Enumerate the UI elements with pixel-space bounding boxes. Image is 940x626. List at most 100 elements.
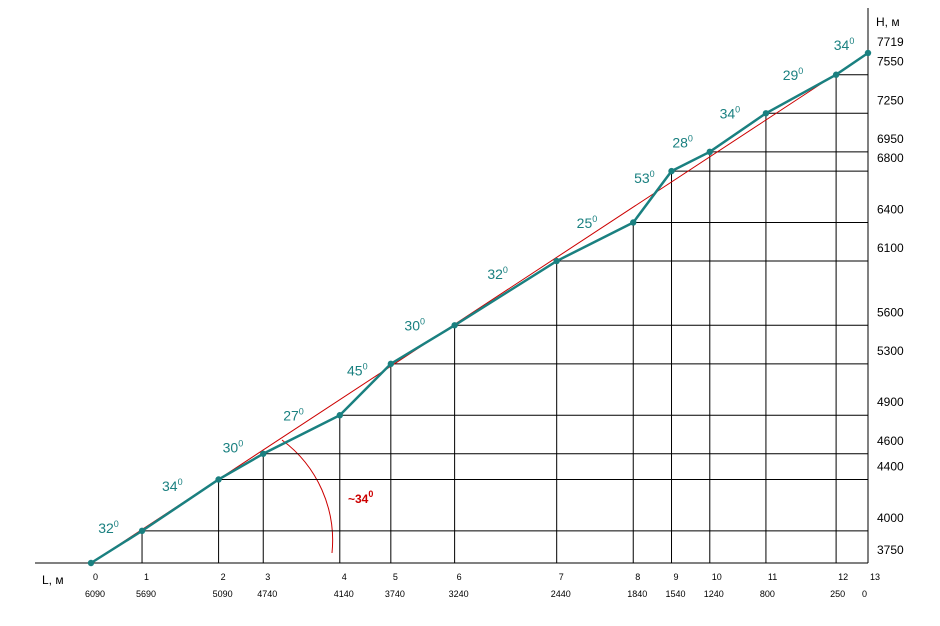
x-tick-label: 1540: [666, 589, 686, 599]
x-tick-label: 800: [760, 589, 775, 599]
y-tick-label: 7550: [877, 55, 904, 69]
angle-arc: [281, 439, 334, 554]
x-tick-label: 6090: [85, 589, 105, 599]
x-tick-label: 3240: [449, 589, 469, 599]
angle-degree: 0: [503, 265, 508, 275]
angle-value: 53: [634, 170, 650, 186]
average-angle-degree: 0: [368, 489, 373, 499]
point-index-label: 4: [342, 572, 347, 582]
x-tick-label: 5690: [136, 589, 156, 599]
angle-degree: 0: [735, 105, 740, 115]
angle-degree: 0: [363, 362, 368, 372]
angle-degree: 0: [650, 169, 655, 179]
profile-point: [864, 49, 872, 57]
slope-angle-label: 280: [672, 133, 693, 150]
angle-value: 30: [404, 318, 420, 334]
angle-value: 29: [783, 67, 799, 83]
slope-angle-label: 450: [347, 362, 368, 379]
y-tick-label: 6400: [877, 202, 904, 216]
profile-point: [215, 476, 222, 483]
y-tick-label: 4400: [877, 459, 904, 473]
x-axis-label: L, м: [42, 573, 64, 587]
profile-point: [553, 257, 560, 265]
slope-angle-label: 340: [720, 105, 741, 122]
angle-value: 34: [162, 478, 178, 494]
angle-degree: 0: [114, 519, 119, 529]
x-tick-label: 4140: [334, 589, 354, 599]
angle-value: 28: [672, 134, 688, 150]
profile-point: [451, 322, 458, 329]
slope-angle-label: 530: [634, 169, 655, 186]
angle-value: 25: [577, 215, 593, 231]
angle-value: 30: [223, 440, 239, 456]
profile-line: [90, 51, 869, 565]
angle-degree: 0: [849, 36, 854, 46]
angle-degree: 0: [178, 477, 183, 487]
y-tick-label: 5600: [877, 305, 904, 319]
y-tick-label: 4900: [877, 395, 904, 409]
slope-angle-label: 340: [162, 477, 183, 494]
angle-degree: 0: [798, 66, 803, 76]
slope-angle-label: 340: [834, 36, 855, 53]
point-index-label: 7: [559, 572, 564, 582]
profile-point: [387, 360, 395, 368]
profile-point: [138, 527, 146, 535]
slope-angle-label: 320: [98, 519, 119, 536]
slope-angle-label: 270: [283, 407, 304, 424]
angle-degree: 0: [299, 407, 304, 417]
point-index-label: 9: [674, 572, 679, 582]
angle-value: 32: [98, 520, 114, 536]
angle-degree: 0: [420, 317, 425, 327]
angle-value: 45: [347, 363, 363, 379]
x-tick-label: 0: [862, 589, 867, 599]
average-angle-value: ~34: [348, 492, 369, 506]
y-tick-label: 4000: [877, 511, 904, 525]
x-tick-label: 2440: [551, 589, 571, 599]
slope-angle-label: 250: [577, 214, 598, 231]
y-axis-label: H, м: [876, 15, 900, 29]
profile-point: [832, 71, 840, 78]
y-tick-label: 6100: [877, 241, 904, 255]
profile-point: [87, 559, 95, 567]
profile-point: [336, 412, 343, 419]
profile-point: [630, 219, 637, 226]
angle-degree: 0: [238, 439, 243, 449]
angle-degree: 0: [688, 133, 693, 143]
profile-point: [762, 110, 770, 117]
point-index-label: 6: [457, 572, 462, 582]
angle-degree: 0: [592, 214, 597, 224]
x-tick-label: 5090: [213, 589, 233, 599]
y-tick-label: 3750: [877, 543, 904, 557]
point-index-label: 2: [221, 572, 226, 582]
point-index-label: 3: [265, 572, 270, 582]
angle-value: 27: [283, 408, 299, 424]
profile-point: [668, 167, 675, 175]
point-index-label: 8: [635, 572, 640, 582]
slope-angle-label: 300: [223, 439, 244, 456]
y-tick-label: 4600: [877, 434, 904, 448]
x-tick-label: 4740: [257, 589, 277, 599]
slope-angle-label: 290: [783, 66, 804, 83]
angle-value: 34: [834, 37, 850, 53]
y-tick-label: 6800: [877, 151, 904, 165]
point-index-label: 1: [144, 572, 149, 582]
point-index-label: 12: [838, 572, 848, 582]
slope-angle-label: 320: [487, 265, 508, 282]
y-tick-label: 7719: [877, 35, 904, 49]
point-index-label: 10: [712, 572, 722, 582]
x-tick-label: 1840: [627, 589, 647, 599]
profile-point: [706, 148, 713, 156]
x-tick-label: 1240: [704, 589, 724, 599]
y-tick-label: 7250: [877, 93, 904, 107]
angle-value: 34: [720, 106, 736, 122]
x-tick-label: 3740: [385, 589, 405, 599]
angle-value: 32: [487, 266, 503, 282]
slope-angle-label: 300: [404, 317, 425, 334]
average-angle-label: ~340: [348, 489, 373, 506]
point-index-label: 5: [393, 572, 398, 582]
point-index-label: 11: [768, 572, 777, 582]
point-index-label: 0: [93, 572, 98, 582]
profile-point: [260, 450, 267, 457]
y-tick-label: 6950: [877, 132, 904, 146]
